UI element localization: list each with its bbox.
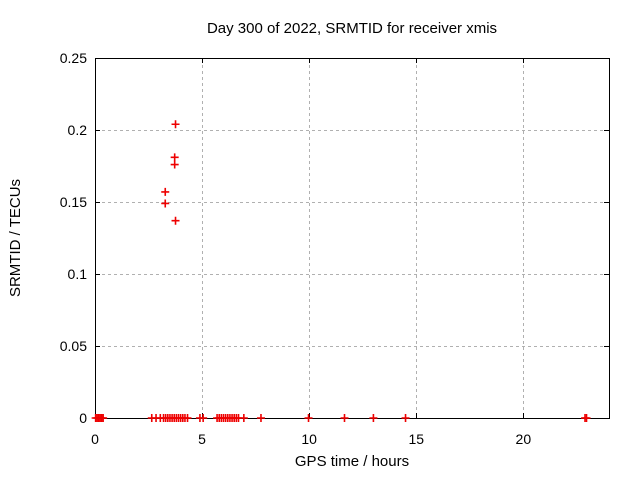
chart-title: Day 300 of 2022, SRMTID for receiver xmi… [206,20,498,37]
data-point-marker [171,120,180,129]
y-tick-label: 0 [79,410,87,426]
data-point-marker [256,414,265,422]
x-tick-label: 0 [91,431,99,447]
data-point-marker [170,160,179,169]
data-point-marker [170,153,179,162]
data-point-marker [340,414,349,422]
data-point-marker [304,414,313,422]
x-tick-label: 15 [408,431,424,447]
y-tick-label: 0.05 [60,338,87,354]
data-point-marker [183,414,192,422]
x-tick-label: 20 [516,431,532,447]
data-point-marker [161,199,170,208]
data-point-marker [171,216,180,225]
y-tick-label: 0.1 [68,266,88,282]
plot-border [95,58,610,419]
data-point-marker [161,187,170,196]
data-point-marker [582,414,591,422]
y-tick-label: 0.15 [60,194,87,210]
y-tick-label: 0.2 [68,122,88,138]
data-point-marker [369,414,378,422]
x-tick-label: 5 [198,431,206,447]
x-tick-label: 10 [301,431,317,447]
data-point-marker [99,414,108,422]
data-point-marker [401,414,410,422]
y-tick-label: 0.25 [60,50,87,66]
data-point-marker [199,414,208,422]
x-axis-label: GPS time / hours [294,453,410,470]
data-point-marker [239,414,248,422]
